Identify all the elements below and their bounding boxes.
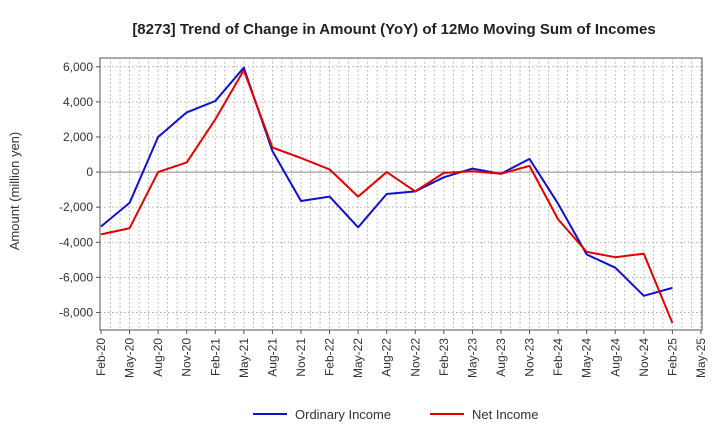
x-tick-label: Feb-22 <box>323 338 337 376</box>
plot-area <box>99 57 703 331</box>
x-tick-label: Feb-25 <box>665 338 679 376</box>
x-tick-label: Feb-21 <box>208 338 222 376</box>
y-axis-ticks: 6,000 4,000 2,000 0 -2,000 -4,000 -6,000 -8,000 <box>59 60 100 319</box>
x-tick-label: Aug-21 <box>265 338 279 377</box>
y-tick-label: -6,000 <box>59 270 93 284</box>
x-tick-label: Nov-23 <box>523 338 537 377</box>
ordinary-income-line <box>100 66 673 297</box>
net-income-line <box>100 69 674 324</box>
x-tick-label: May-25 <box>694 338 708 378</box>
x-tick-label: Aug-22 <box>380 338 394 377</box>
legend: Ordinary Income Net Income <box>253 407 538 422</box>
y-axis-label: Amount (million yen) <box>7 132 22 251</box>
legend-label-ordinary-income: Ordinary Income <box>295 407 391 422</box>
x-tick-label: Nov-22 <box>408 338 422 377</box>
y-tick-label: 2,000 <box>63 130 93 144</box>
x-tick-label: May-21 <box>237 338 251 378</box>
x-tick-label: Aug-20 <box>151 338 165 377</box>
y-tick-label: -8,000 <box>59 305 93 319</box>
x-tick-label: Nov-20 <box>180 338 194 377</box>
y-tick-label: -2,000 <box>59 200 93 214</box>
legend-label-net-income: Net Income <box>472 407 538 422</box>
x-tick-label: Nov-24 <box>637 338 651 377</box>
y-tick-label: 0 <box>86 165 93 179</box>
series-lines <box>100 66 674 324</box>
x-tick-label: May-23 <box>465 338 479 378</box>
x-tick-label: Nov-21 <box>294 338 308 377</box>
y-tick-label: -4,000 <box>59 235 93 249</box>
x-tick-label: Aug-24 <box>608 338 622 377</box>
x-axis-ticks: Feb-20 May-20 Aug-20 Nov-20 Feb-21 May-21 Aug-… <box>94 330 708 378</box>
x-tick-label: May-20 <box>123 338 137 378</box>
y-tick-label: 6,000 <box>63 60 93 74</box>
x-tick-label: Feb-24 <box>551 338 565 376</box>
x-tick-label: Aug-23 <box>494 338 508 377</box>
x-tick-label: May-22 <box>351 338 365 378</box>
x-tick-label: May-24 <box>580 338 594 378</box>
x-tick-label: Feb-20 <box>94 338 108 376</box>
x-tick-label: Feb-23 <box>437 338 451 376</box>
y-tick-label: 4,000 <box>63 95 93 109</box>
chart-title: [8273] Trend of Change in Amount (YoY) o… <box>132 21 655 38</box>
